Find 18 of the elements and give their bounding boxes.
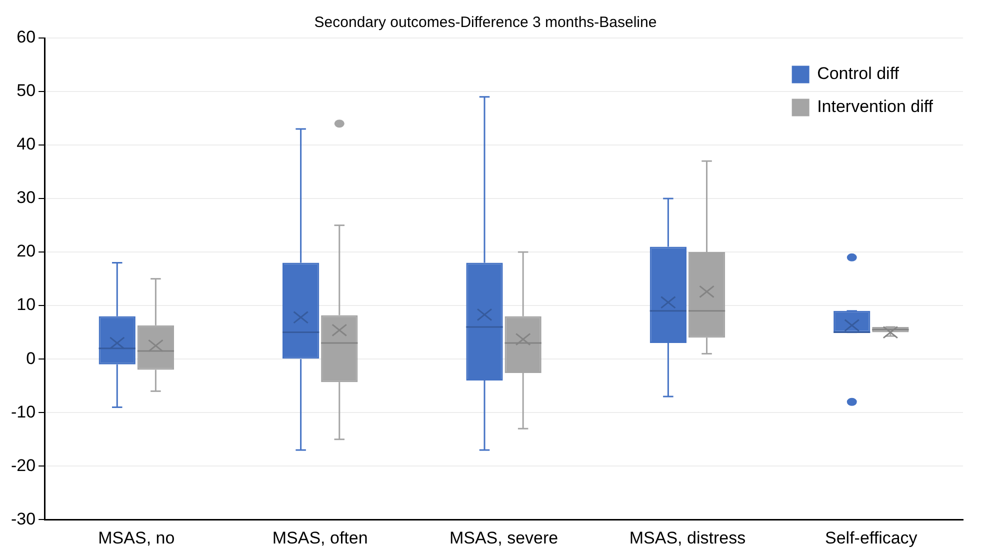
y-tick-label: -10 [10,402,36,422]
y-tick-label: -20 [10,456,36,475]
x-tick-label: Self-efficacy [825,528,918,548]
legend-label: Control diff [817,64,900,84]
y-tick-label: 10 [16,295,36,314]
y-tick-label: 0 [26,348,36,368]
y-tick-label: 20 [16,242,36,261]
y-tick-label: -30 [10,509,36,528]
chart-title: Secondary outcomes-Difference 3 months-Baseline [314,14,657,32]
x-tick-label: MSAS, severe [449,528,558,548]
y-tick-label: 50 [16,81,36,100]
x-tick-label: MSAS, often [272,528,368,548]
y-tick-label: 60 [16,28,36,47]
x-tick-label: MSAS, distress [629,528,746,548]
y-tick-label: 30 [16,188,36,208]
legend-label: Intervention diff [817,97,934,116]
y-tick-label: 40 [16,134,36,154]
x-tick-label: MSAS, no [98,528,175,548]
